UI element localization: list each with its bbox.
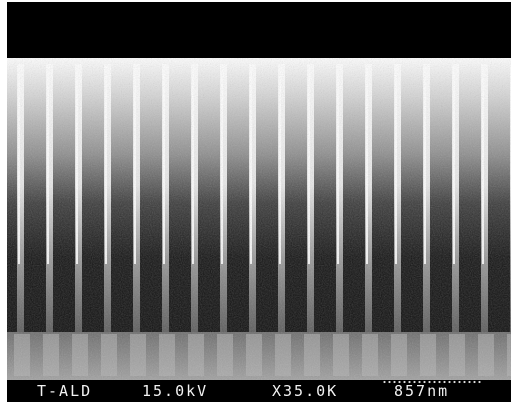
scale-label: 857nm [394,382,450,400]
grain-overlay [7,58,511,380]
sem-info-bar: T-ALD 15.0kV X35.0K 857nm [7,380,511,402]
voltage-label: 15.0kV [142,382,209,400]
sample-id-label: T-ALD [37,382,93,400]
scale-bar [382,380,482,384]
sem-micrograph [7,2,511,380]
sem-image-frame: T-ALD 15.0kV X35.0K 857nm [7,2,511,402]
magnification-label: X35.0K [272,382,339,400]
top-black-band [7,2,511,58]
